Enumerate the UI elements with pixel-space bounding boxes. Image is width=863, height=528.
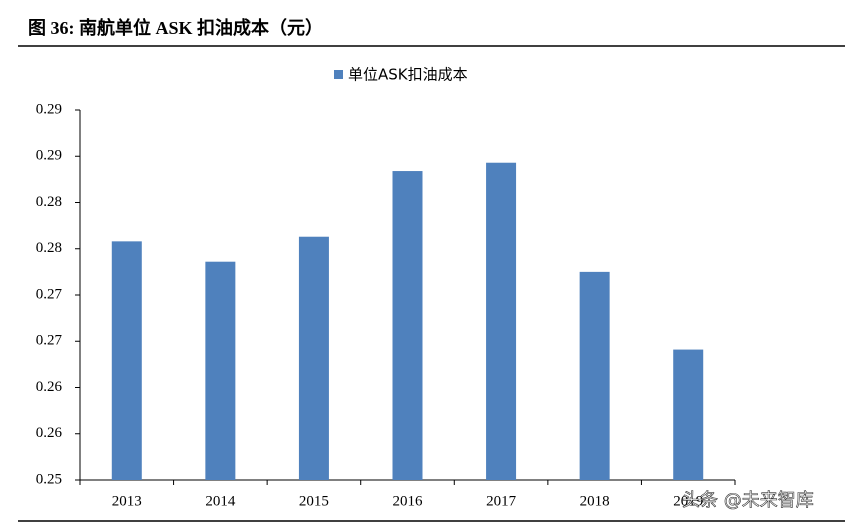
bar: [298, 236, 329, 480]
x-tick-label: 2018: [580, 493, 610, 509]
y-tick-label: 0.27: [36, 286, 63, 302]
x-tick-label: 2019: [673, 493, 703, 509]
y-tick-label: 0.29: [36, 101, 62, 117]
x-tick-label: 2015: [299, 493, 329, 509]
x-tick-label: 2017: [486, 493, 517, 509]
x-tick-label: 2014: [205, 493, 236, 509]
bar: [392, 171, 423, 481]
x-tick-label: 2013: [112, 493, 142, 509]
bar: [111, 241, 142, 480]
bar: [579, 271, 610, 480]
bar: [486, 162, 517, 480]
watermark: 头条 @未来智库: [682, 490, 814, 511]
bar: [673, 349, 704, 480]
bar: [205, 261, 236, 480]
y-tick-label: 0.29: [36, 148, 62, 164]
legend-label: 单位ASK扣油成本: [348, 66, 468, 84]
y-tick-label: 0.25: [36, 471, 62, 487]
y-tick-label: 0.26: [36, 425, 63, 441]
y-tick-label: 0.26: [36, 379, 63, 395]
page-title: 图 36: 南航单位 ASK 扣油成本（元）: [28, 17, 323, 38]
y-tick-label: 0.28: [36, 240, 62, 256]
y-tick-label: 0.27: [36, 333, 63, 349]
x-tick-label: 2016: [393, 493, 424, 509]
legend-swatch: [334, 70, 343, 79]
y-tick-label: 0.28: [36, 194, 62, 210]
